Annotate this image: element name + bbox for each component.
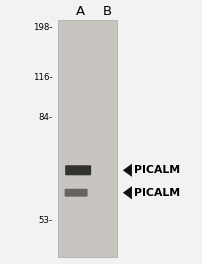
Text: 84-: 84- [38,113,53,122]
FancyBboxPatch shape [65,165,91,175]
Text: 116-: 116- [33,73,53,82]
Text: PICALM: PICALM [133,165,179,175]
FancyBboxPatch shape [64,189,87,197]
Text: B: B [103,5,112,18]
Text: PICALM: PICALM [133,188,179,198]
Text: 198-: 198- [33,23,53,32]
Bar [58,20,116,257]
Polygon shape [122,186,131,199]
Polygon shape [122,164,131,177]
Text: A: A [75,5,84,18]
Text: 53-: 53- [38,216,53,225]
